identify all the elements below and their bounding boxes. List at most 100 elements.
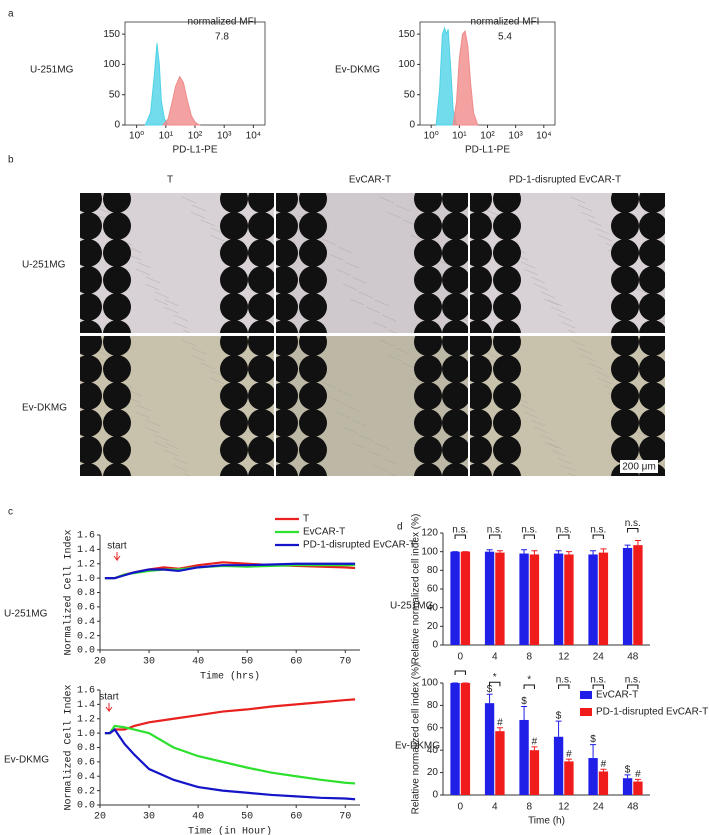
significance-marker: $ xyxy=(556,711,562,722)
x-tick-label: 60 xyxy=(290,812,302,823)
bead xyxy=(248,436,274,464)
panel-label: a xyxy=(8,9,14,20)
annotation: start xyxy=(99,692,119,703)
x-tick-label: 0 xyxy=(457,802,463,813)
cell-texture xyxy=(388,472,397,476)
y-tick-label: 100 xyxy=(421,678,438,689)
cell-texture xyxy=(381,457,397,465)
cell-texture xyxy=(388,329,397,333)
bead xyxy=(299,239,327,267)
annotation: normalized MFI xyxy=(471,17,540,28)
cell-texture xyxy=(372,464,388,472)
x-tick-label: 10² xyxy=(188,131,203,142)
bar xyxy=(588,554,598,645)
cell-texture xyxy=(597,377,613,385)
bead xyxy=(80,436,102,464)
cell-texture xyxy=(557,457,573,465)
micrograph xyxy=(80,193,274,333)
cell-texture xyxy=(570,196,586,204)
bead xyxy=(80,409,102,437)
x-tick-label: 10⁴ xyxy=(536,131,551,142)
y-tick-label: 1.4 xyxy=(77,545,95,556)
bead xyxy=(248,193,274,213)
bead xyxy=(299,463,327,476)
bead xyxy=(220,409,248,437)
bar xyxy=(633,545,643,645)
legend-swatch xyxy=(580,708,592,716)
x-tick-label: 50 xyxy=(241,812,253,823)
cell-texture xyxy=(634,287,650,295)
bar xyxy=(460,551,471,645)
x-axis-label: Time (hrs) xyxy=(200,671,260,683)
bead xyxy=(103,436,131,464)
bead xyxy=(299,266,327,294)
scale-bar-label: 200 μm xyxy=(622,462,656,473)
bar xyxy=(484,703,495,795)
bead xyxy=(103,239,131,267)
cell-texture xyxy=(173,314,189,322)
significance-marker: # xyxy=(601,759,607,770)
x-tick-label: 48 xyxy=(627,652,639,663)
error-bar xyxy=(624,774,631,779)
bar xyxy=(529,750,540,795)
bead xyxy=(220,336,248,356)
cell-texture xyxy=(172,321,188,329)
bead xyxy=(276,436,298,464)
bar xyxy=(460,683,471,795)
error-bar xyxy=(590,744,597,759)
cell-texture xyxy=(386,354,402,362)
bead xyxy=(276,463,298,476)
cell-texture xyxy=(460,460,468,465)
cell-texture xyxy=(181,196,197,204)
cell-texture xyxy=(209,377,225,385)
cell-texture xyxy=(634,430,650,438)
cell-texture xyxy=(173,457,189,465)
cell-texture xyxy=(127,389,143,397)
bead xyxy=(442,336,468,356)
bead xyxy=(299,382,327,410)
bead xyxy=(493,212,521,240)
x-tick-label: 10⁴ xyxy=(246,131,261,142)
cell-texture xyxy=(567,472,576,476)
row-label: Ev-DKMG xyxy=(22,403,67,414)
scale-bar-box xyxy=(620,460,658,473)
cell-texture xyxy=(351,419,367,427)
cell-texture xyxy=(547,442,563,450)
significance-bracket xyxy=(627,684,639,689)
cell-texture xyxy=(145,276,161,284)
bar xyxy=(484,551,495,645)
error-bar xyxy=(486,693,493,704)
bead xyxy=(248,320,274,333)
bead xyxy=(442,193,468,213)
cell-texture xyxy=(182,329,191,333)
significance-bracket xyxy=(523,534,535,539)
bead xyxy=(470,266,492,294)
x-tick-label: 0 xyxy=(457,652,463,663)
x-axis-label: Time (in Hour) xyxy=(188,826,272,835)
bead xyxy=(248,336,274,356)
cell-texture xyxy=(550,306,566,314)
row-label: U-251MG xyxy=(4,609,48,620)
cell-texture xyxy=(182,472,191,476)
legend-label: EvCAR-T xyxy=(303,527,345,538)
bead xyxy=(276,239,298,267)
y-tick-label: 20 xyxy=(427,767,439,778)
significance-bracket xyxy=(592,684,604,689)
cell-texture xyxy=(321,381,337,389)
cell-texture xyxy=(135,268,151,276)
y-tick-label: 40 xyxy=(427,745,439,756)
bead xyxy=(611,382,639,410)
bead xyxy=(442,409,468,437)
significance-label: n.s. xyxy=(590,675,606,686)
histogram-area xyxy=(144,43,170,126)
bead xyxy=(276,293,298,321)
bead xyxy=(470,382,492,410)
x-tick-label: 48 xyxy=(627,802,639,813)
bead xyxy=(442,382,468,410)
bead xyxy=(442,212,468,240)
y-axis-label: Relative normalized cell index (%) xyxy=(411,664,422,815)
bead xyxy=(611,266,639,294)
bead xyxy=(611,355,639,383)
bead xyxy=(414,382,442,410)
cell-texture xyxy=(557,314,573,322)
